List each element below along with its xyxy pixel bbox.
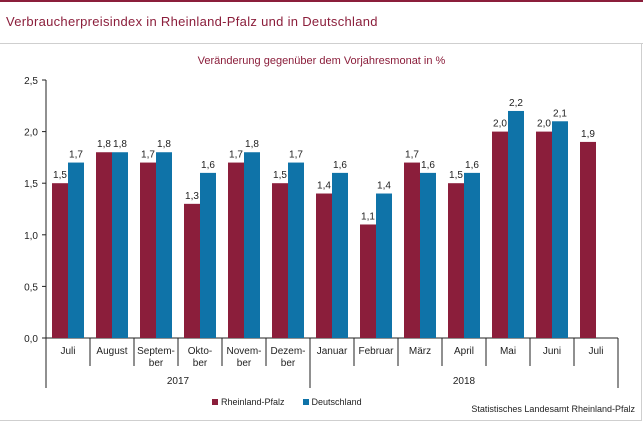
plot-border bbox=[0, 44, 642, 421]
x-tick-label: Septem- bbox=[137, 346, 175, 357]
data-label: 1,7 bbox=[289, 150, 303, 161]
data-label: 1,8 bbox=[97, 139, 111, 150]
bar-rlp bbox=[360, 224, 376, 338]
bar-rlp bbox=[492, 131, 508, 338]
data-label: 1,1 bbox=[361, 211, 375, 222]
y-tick-label: 2,0 bbox=[24, 128, 38, 139]
data-label: 2,0 bbox=[493, 119, 507, 130]
legend-label-rlp: Rheinland-Pfalz bbox=[221, 397, 285, 407]
data-label: 1,8 bbox=[157, 139, 171, 150]
bar-de bbox=[112, 152, 128, 338]
data-label: 1,7 bbox=[69, 150, 83, 161]
bar-rlp bbox=[272, 183, 288, 338]
top-rule bbox=[0, 0, 643, 2]
data-label: 1,5 bbox=[449, 170, 463, 181]
data-label: 1,8 bbox=[113, 139, 127, 150]
bar-rlp bbox=[96, 152, 112, 338]
data-label: 1,7 bbox=[141, 150, 155, 161]
bar-de bbox=[332, 172, 348, 338]
data-label: 1,6 bbox=[201, 160, 215, 171]
data-label: 2,2 bbox=[509, 98, 523, 109]
bar-de bbox=[376, 193, 392, 338]
x-tick-label: August bbox=[96, 346, 127, 357]
x-tick-label: ber bbox=[237, 358, 252, 369]
x-tick-label: März bbox=[409, 346, 431, 357]
bar-rlp bbox=[228, 162, 244, 338]
x-tick-label: Novem- bbox=[226, 346, 261, 357]
chart-subtitle: Veränderung gegenüber dem Vorjahresmonat… bbox=[197, 55, 446, 67]
page-title: Verbraucherpreisindex in Rheinland-Pfalz… bbox=[6, 14, 378, 29]
y-tick-label: 0,0 bbox=[24, 334, 38, 345]
x-tick-label: Juli bbox=[60, 346, 75, 357]
data-label: 1,6 bbox=[421, 160, 435, 171]
bar-de bbox=[200, 172, 216, 338]
bar-rlp bbox=[52, 183, 68, 338]
data-label: 2,0 bbox=[537, 119, 551, 130]
bar-rlp bbox=[536, 131, 552, 338]
bar-rlp bbox=[404, 162, 420, 338]
bar-rlp bbox=[184, 203, 200, 338]
data-label: 1,6 bbox=[465, 160, 479, 171]
data-label: 1,3 bbox=[185, 191, 199, 202]
bar-rlp bbox=[316, 193, 332, 338]
data-label: 1,8 bbox=[245, 139, 259, 150]
bar-de bbox=[68, 162, 84, 338]
bar-de bbox=[420, 172, 436, 338]
x-tick-label: Mai bbox=[500, 346, 516, 357]
legend-item-de: Deutschland bbox=[302, 397, 362, 407]
x-tick-label: Juni bbox=[543, 346, 561, 357]
bar-de bbox=[508, 110, 524, 339]
year-label: 2018 bbox=[453, 376, 476, 387]
legend: Rheinland-Pfalz Deutschland bbox=[212, 397, 362, 407]
bar-de bbox=[244, 152, 260, 338]
x-tick-label: Februar bbox=[358, 346, 394, 357]
data-label: 1,7 bbox=[405, 150, 419, 161]
y-tick-label: 1,5 bbox=[24, 179, 38, 190]
bar-rlp bbox=[140, 162, 156, 338]
bar-de bbox=[552, 121, 568, 338]
legend-swatch-de bbox=[302, 399, 309, 405]
data-label: 1,9 bbox=[581, 129, 595, 140]
x-tick-label: April bbox=[454, 346, 474, 357]
data-label: 1,4 bbox=[317, 181, 331, 192]
x-tick-label: ber bbox=[149, 358, 164, 369]
x-tick-label: Okto- bbox=[188, 346, 212, 357]
y-tick-label: 1,0 bbox=[24, 231, 38, 242]
legend-label-de: Deutschland bbox=[311, 397, 362, 407]
source-note: Statistisches Landesamt Rheinland-Pfalz bbox=[471, 404, 635, 414]
x-tick-label: ber bbox=[193, 358, 208, 369]
legend-item-rlp: Rheinland-Pfalz bbox=[212, 397, 285, 407]
x-tick-label: ber bbox=[281, 358, 296, 369]
y-tick-label: 0,5 bbox=[24, 282, 38, 293]
y-tick-label: 2,5 bbox=[24, 76, 38, 87]
x-tick-label: Januar bbox=[317, 346, 348, 357]
data-label: 2,1 bbox=[553, 108, 567, 119]
header-divider bbox=[0, 43, 643, 44]
bar-de bbox=[288, 162, 304, 338]
bar-rlp bbox=[580, 141, 596, 338]
year-label: 2017 bbox=[167, 376, 190, 387]
x-tick-label: Juli bbox=[588, 346, 603, 357]
data-label: 1,7 bbox=[229, 150, 243, 161]
bar-rlp bbox=[448, 183, 464, 338]
data-label: 1,5 bbox=[273, 170, 287, 181]
data-label: 1,6 bbox=[333, 160, 347, 171]
x-tick-label: Dezem- bbox=[270, 346, 305, 357]
bar-de bbox=[156, 152, 172, 338]
data-label: 1,5 bbox=[53, 170, 67, 181]
legend-swatch-rlp bbox=[212, 399, 218, 405]
bar-de bbox=[464, 172, 480, 338]
data-label: 1,4 bbox=[377, 181, 391, 192]
